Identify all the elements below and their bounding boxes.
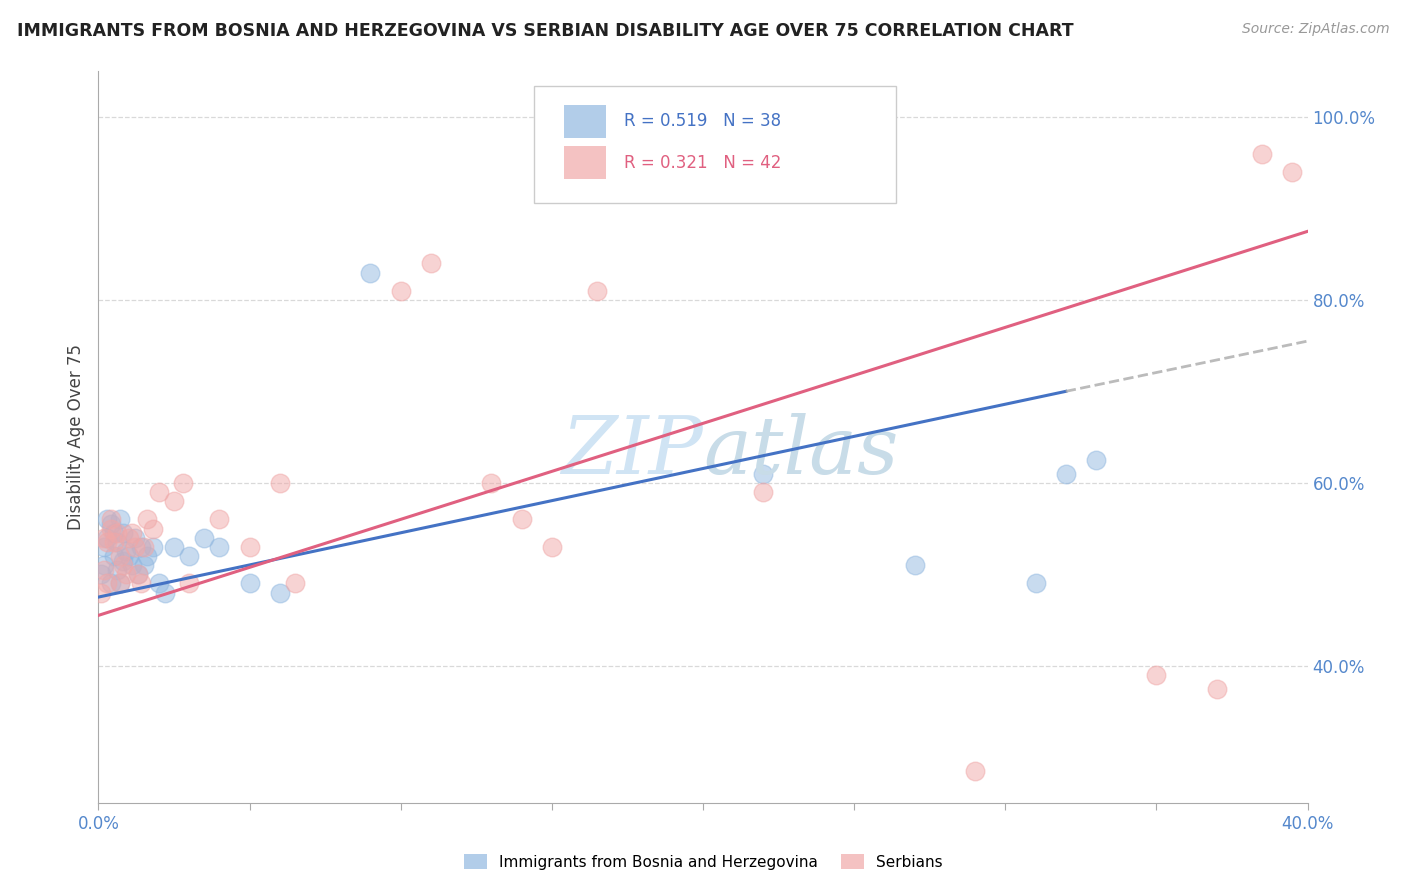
- Point: [124, 540, 146, 554]
- Point: [127, 567, 149, 582]
- Point: [148, 485, 170, 500]
- Point: [1024, 576, 1046, 591]
- Point: [163, 494, 186, 508]
- Point: [93, 558, 115, 573]
- Point: [752, 467, 775, 481]
- Point: [129, 540, 152, 554]
- Point: [121, 526, 143, 541]
- Point: [904, 558, 927, 573]
- Text: atlas: atlas: [703, 413, 898, 491]
- Point: [108, 549, 131, 563]
- Point: [142, 540, 165, 554]
- Point: [90, 567, 112, 582]
- Point: [124, 531, 146, 545]
- Point: [93, 531, 115, 545]
- Point: [132, 558, 155, 573]
- Point: [481, 475, 503, 490]
- Point: [96, 535, 118, 549]
- Bar: [564, 104, 606, 137]
- Point: [208, 540, 231, 554]
- Point: [90, 585, 112, 599]
- Point: [93, 563, 115, 577]
- Point: [193, 531, 215, 545]
- Point: [108, 512, 131, 526]
- Point: [153, 585, 176, 599]
- Point: [239, 540, 262, 554]
- Point: [1251, 146, 1274, 161]
- Point: [103, 549, 125, 563]
- Point: [135, 512, 157, 526]
- Point: [100, 512, 122, 526]
- Point: [132, 540, 155, 554]
- Point: [420, 256, 443, 270]
- Point: [111, 553, 134, 567]
- Point: [179, 576, 201, 591]
- Point: [172, 475, 194, 490]
- Point: [100, 576, 122, 591]
- Point: [135, 549, 157, 563]
- Point: [208, 512, 231, 526]
- Text: R = 0.519   N = 38: R = 0.519 N = 38: [624, 112, 782, 130]
- Point: [239, 576, 262, 591]
- Text: IMMIGRANTS FROM BOSNIA AND HERZEGOVINA VS SERBIAN DISABILITY AGE OVER 75 CORRELA: IMMIGRANTS FROM BOSNIA AND HERZEGOVINA V…: [17, 22, 1074, 40]
- Text: Source: ZipAtlas.com: Source: ZipAtlas.com: [1241, 22, 1389, 37]
- Point: [163, 540, 186, 554]
- Point: [540, 540, 562, 554]
- Point: [111, 526, 134, 541]
- Point: [100, 521, 122, 535]
- Point: [752, 485, 775, 500]
- Bar: [564, 146, 606, 179]
- Point: [148, 576, 170, 591]
- Point: [179, 549, 201, 563]
- Point: [121, 558, 143, 573]
- Point: [360, 266, 382, 280]
- Point: [269, 585, 291, 599]
- Point: [108, 576, 131, 591]
- Point: [1206, 681, 1229, 696]
- Point: [114, 544, 136, 558]
- Point: [1054, 467, 1077, 481]
- Y-axis label: Disability Age Over 75: Disability Age Over 75: [66, 344, 84, 530]
- Point: [510, 512, 533, 526]
- Point: [93, 540, 115, 554]
- Point: [1281, 165, 1303, 179]
- Point: [103, 526, 125, 541]
- Point: [111, 558, 134, 573]
- Point: [965, 764, 987, 778]
- Point: [96, 531, 118, 545]
- Point: [118, 531, 141, 545]
- Point: [96, 512, 118, 526]
- Point: [103, 535, 125, 549]
- Point: [284, 576, 307, 591]
- Point: [96, 576, 118, 591]
- Point: [269, 475, 291, 490]
- Point: [118, 549, 141, 563]
- Legend: Immigrants from Bosnia and Herzegovina, Serbians: Immigrants from Bosnia and Herzegovina, …: [457, 847, 949, 876]
- Point: [108, 576, 131, 591]
- Point: [129, 576, 152, 591]
- Point: [142, 521, 165, 535]
- Point: [105, 535, 128, 549]
- Point: [127, 567, 149, 582]
- FancyBboxPatch shape: [534, 86, 897, 203]
- Point: [100, 516, 122, 531]
- Point: [389, 284, 412, 298]
- Point: [105, 563, 128, 577]
- Point: [114, 567, 136, 582]
- Text: R = 0.321   N = 42: R = 0.321 N = 42: [624, 153, 782, 172]
- Point: [1144, 667, 1167, 681]
- Point: [105, 526, 128, 541]
- Point: [1085, 453, 1108, 467]
- Text: ZIP: ZIP: [561, 413, 703, 491]
- Point: [586, 284, 609, 298]
